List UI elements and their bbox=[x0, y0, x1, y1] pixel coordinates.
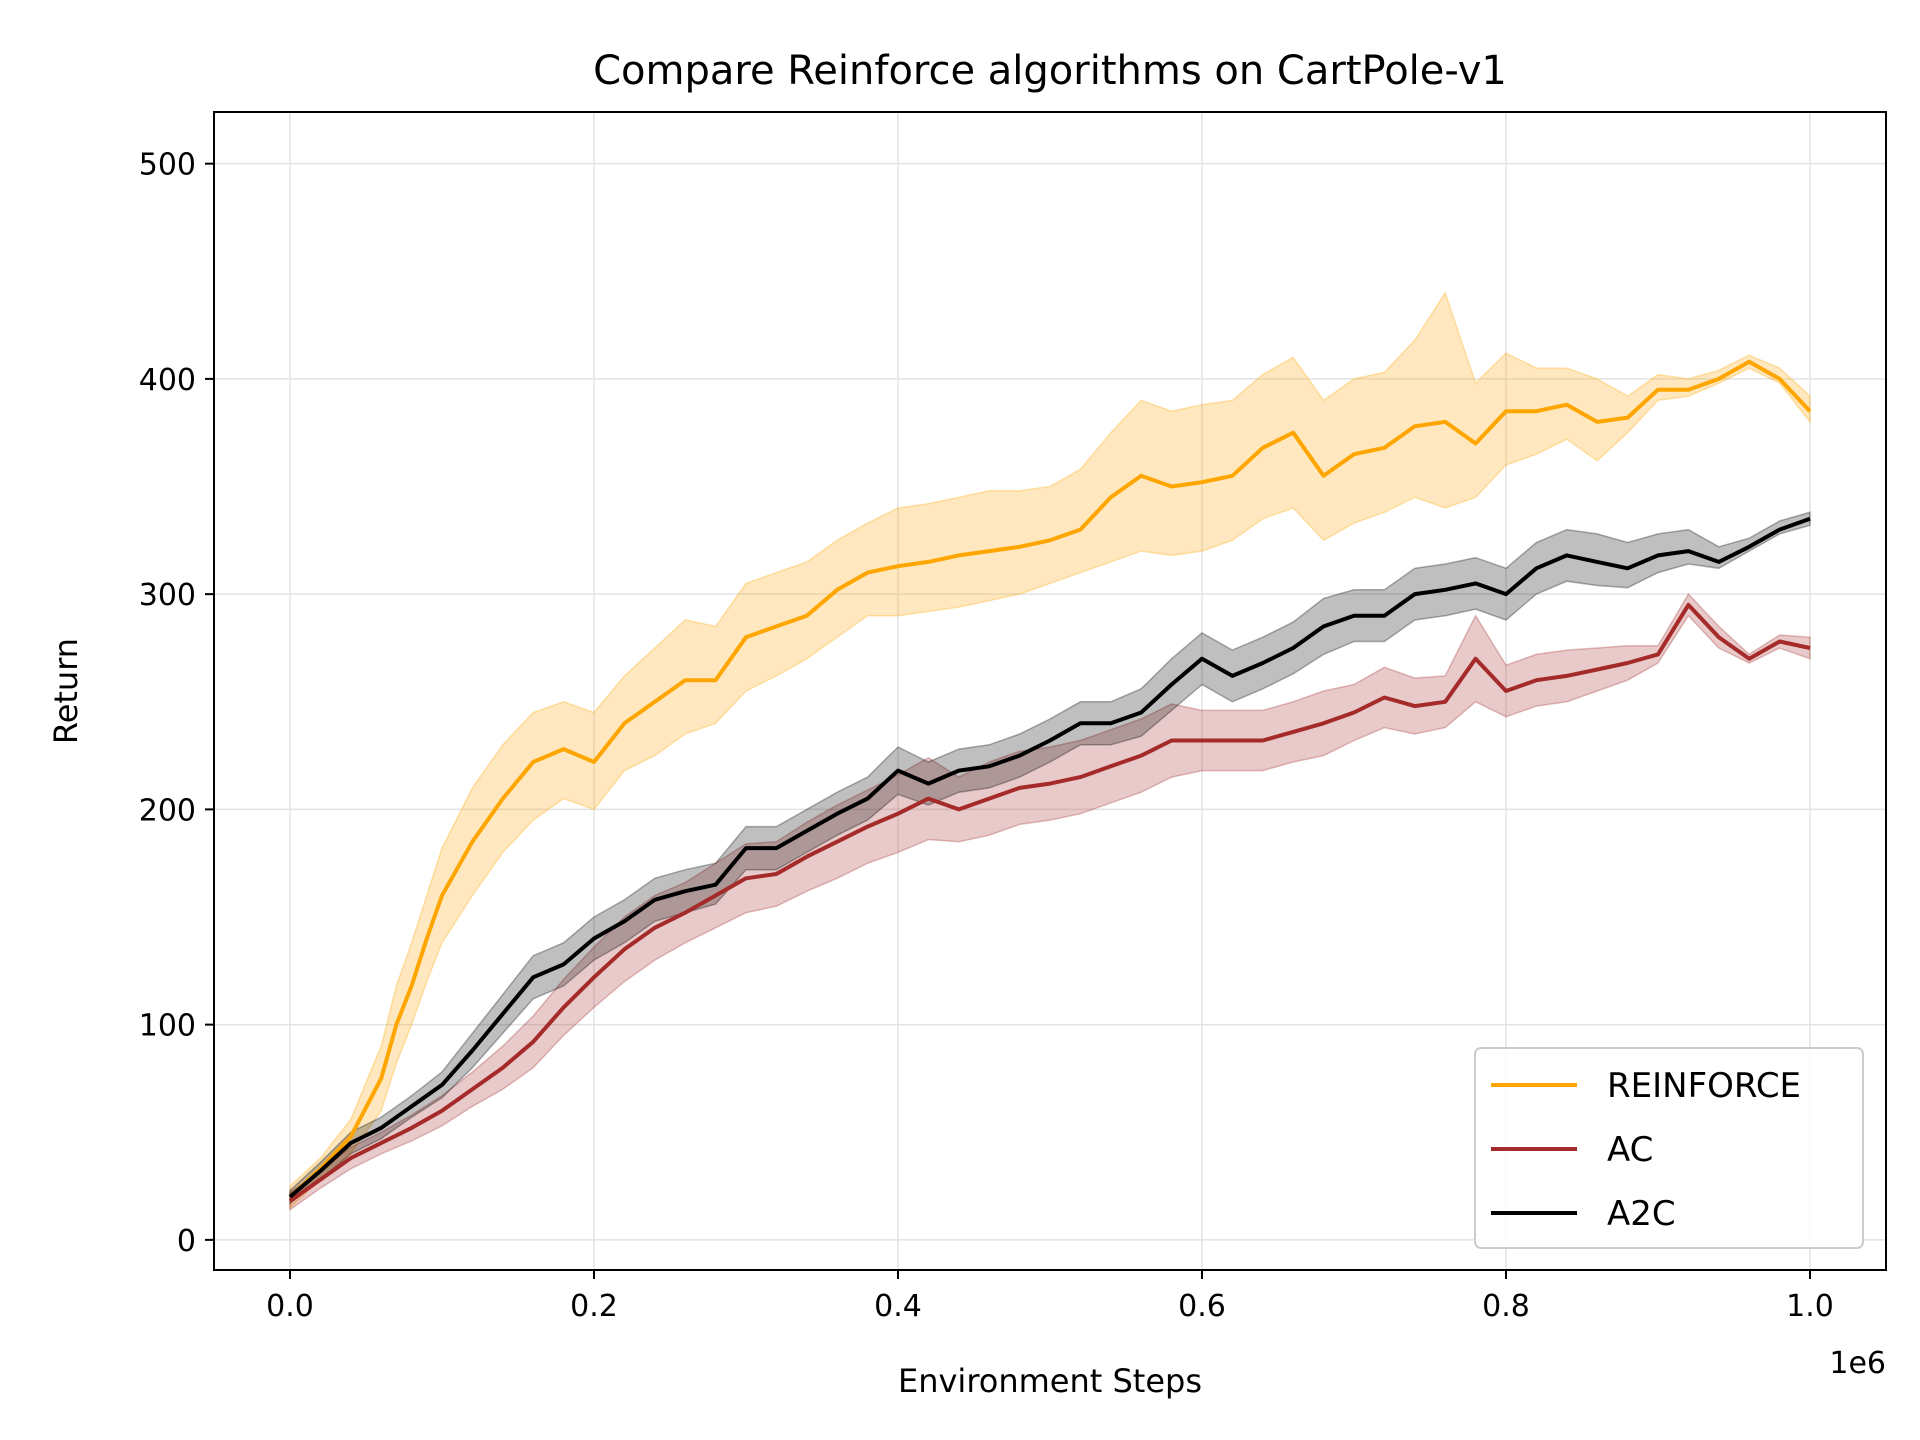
x-axis-ticks: 0.0 0.2 0.4 0.6 0.8 1.0 bbox=[266, 1270, 1834, 1324]
y-tick-label-1: 100 bbox=[139, 1009, 196, 1044]
band-reinforce bbox=[289, 291, 1811, 1210]
line-reinforce bbox=[288, 359, 1812, 1199]
x-tick-label-2: 0.4 bbox=[874, 1289, 922, 1324]
band-a2c bbox=[289, 511, 1811, 1205]
legend-label-ac: AC bbox=[1607, 1130, 1653, 1170]
legend-label-reinforce: REINFORCE bbox=[1607, 1066, 1801, 1106]
legend-label-a2c: A2C bbox=[1607, 1194, 1676, 1234]
x-axis-offset-label: 1e6 bbox=[1829, 1346, 1886, 1381]
y-axis-label: Return bbox=[47, 638, 85, 744]
x-tick-label-3: 0.6 bbox=[1178, 1289, 1226, 1324]
x-tick-label-0: 0.0 bbox=[266, 1289, 314, 1324]
line-a2c bbox=[288, 516, 1811, 1199]
x-tick-label-5: 1.0 bbox=[1786, 1289, 1834, 1324]
legend-box bbox=[1474, 1047, 1864, 1249]
x-axis-label: Environment Steps bbox=[898, 1362, 1202, 1400]
y-tick-label-5: 500 bbox=[139, 148, 196, 183]
legend: REINFORCE AC A2C bbox=[1474, 1047, 1864, 1249]
line-ac bbox=[288, 602, 1811, 1203]
plot-frame bbox=[213, 111, 1887, 1271]
chart-title: Compare Reinforce algorithms on CartPole… bbox=[593, 48, 1507, 94]
y-tick-label-0: 0 bbox=[177, 1224, 196, 1259]
y-axis-ticks: 0 100 200 300 400 500 bbox=[139, 148, 214, 1259]
y-tick-label-2: 200 bbox=[139, 793, 196, 828]
y-tick-label-4: 400 bbox=[139, 363, 196, 398]
series-lines bbox=[288, 359, 1812, 1203]
y-tick-label-3: 300 bbox=[139, 578, 196, 613]
x-tick-label-4: 0.8 bbox=[1482, 1289, 1530, 1324]
x-tick-label-1: 0.2 bbox=[570, 1289, 618, 1324]
